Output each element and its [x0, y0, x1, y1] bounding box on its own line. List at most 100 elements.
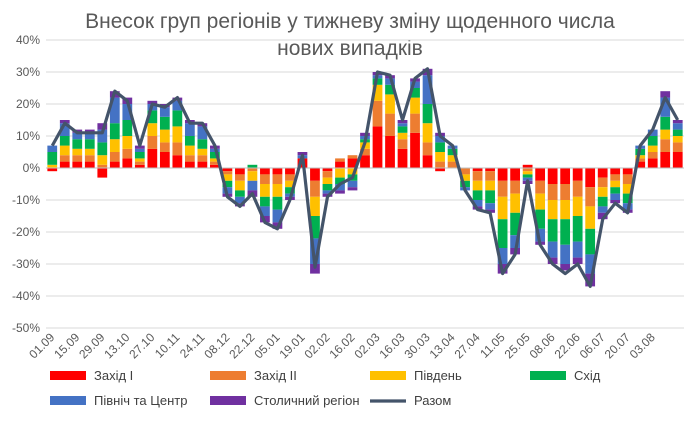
bar-segment	[147, 123, 158, 136]
bar-segment	[422, 123, 433, 143]
bar-segment	[597, 187, 608, 197]
legend-swatch	[210, 396, 246, 405]
bar-segment	[159, 129, 170, 143]
bar-segment	[210, 158, 220, 162]
bar-segment	[510, 168, 520, 181]
bar-segment	[660, 139, 671, 152]
bar-segment	[535, 168, 546, 181]
bar-segment	[172, 100, 183, 111]
bar-segment	[97, 168, 108, 178]
bar-segment	[172, 126, 183, 143]
total-line	[50, 67, 680, 288]
bar-segment	[547, 168, 558, 184]
bar-segment	[522, 168, 533, 172]
bar-segment	[472, 168, 483, 172]
bar-segment	[247, 164, 258, 168]
bar-segment	[522, 174, 533, 178]
bar-segment	[560, 264, 571, 271]
x-tick-label: 27.10	[126, 330, 157, 361]
bar-segment	[122, 136, 133, 149]
bar-segment	[59, 136, 70, 146]
x-tick-label: 22.12	[226, 330, 257, 361]
bar-segment	[585, 187, 596, 207]
bar-segment	[109, 152, 120, 162]
x-tick-label: 13.04	[427, 330, 458, 361]
bar-segment	[285, 187, 295, 194]
bar-segment	[660, 152, 671, 168]
bar-segment	[672, 120, 683, 124]
bar-segment	[622, 174, 633, 184]
bar-segment	[397, 126, 408, 133]
bar-segment	[535, 180, 546, 194]
bar-segment	[335, 177, 345, 184]
bar-segment	[272, 168, 283, 175]
bar-segment	[435, 161, 445, 168]
bar-segment	[497, 219, 508, 248]
chart-title: Внесок груп регіонів у тижневу зміну щод…	[0, 8, 700, 62]
bar-segment	[247, 180, 258, 191]
bar-segment	[397, 148, 408, 168]
bar-segment	[635, 155, 646, 159]
bar-segment	[497, 248, 508, 264]
bar-segment	[134, 164, 145, 168]
bar-segment	[610, 168, 621, 175]
bar-segment	[347, 180, 358, 188]
total-line-group	[50, 67, 680, 288]
bar-segment	[322, 177, 333, 184]
bar-segment	[547, 184, 558, 200]
bar-segment	[109, 161, 120, 168]
bar-segment	[84, 148, 95, 156]
x-tick-label: 13.10	[101, 330, 132, 361]
bar-segment	[535, 209, 546, 229]
bar-segment	[560, 184, 571, 200]
bar-segment	[197, 139, 208, 149]
bar-segment	[672, 152, 683, 168]
bar-segment	[622, 168, 633, 175]
bar-segment	[122, 148, 133, 159]
bar-segment	[535, 228, 546, 242]
bar-segment	[72, 132, 83, 140]
bars-group	[47, 68, 683, 287]
bar-segment	[497, 196, 508, 220]
bar-segment	[97, 155, 108, 165]
bar-segment	[372, 84, 383, 101]
bar-segment	[47, 152, 58, 165]
bar-segment	[422, 104, 433, 124]
bar-segment	[109, 139, 120, 152]
bar-segment	[235, 190, 245, 197]
bar-segment	[460, 168, 470, 175]
legend-label: Північ та Центр	[94, 393, 187, 408]
bar-segment	[610, 193, 621, 200]
bar-segment	[647, 145, 658, 152]
bar-segment	[47, 168, 58, 172]
chart-title-line1: Внесок груп регіонів у тижневу зміну щод…	[85, 10, 615, 33]
x-tick-label: 30.03	[402, 330, 433, 361]
y-tick-label: -20%	[12, 225, 40, 239]
bar-segment	[84, 161, 95, 168]
x-tick-label: 22.06	[552, 330, 583, 361]
bar-segment	[197, 155, 208, 162]
bar-segment	[59, 123, 70, 136]
bar-segment	[97, 164, 108, 168]
bar-segment	[660, 91, 671, 98]
bar-segment	[397, 123, 408, 127]
bar-segment	[597, 212, 608, 220]
legend-label: Захід І	[94, 368, 133, 383]
bar-segment	[485, 203, 495, 210]
bar-segment	[84, 139, 95, 149]
bar-segment	[447, 155, 458, 162]
bar-segment	[672, 129, 683, 136]
bar-segment	[610, 180, 621, 188]
bar-segment	[260, 206, 270, 216]
bar-segment	[184, 145, 195, 156]
bar-segment	[560, 219, 571, 245]
bar-segment	[572, 257, 583, 264]
bar-segment	[547, 200, 558, 220]
bar-segment	[335, 161, 345, 168]
x-tick-label: 02.02	[301, 330, 332, 361]
bar-segment	[322, 184, 333, 191]
bar-segment	[397, 120, 408, 124]
bar-segment	[485, 171, 495, 181]
bar-segment	[272, 196, 283, 210]
y-tick-label: -30%	[12, 257, 40, 271]
